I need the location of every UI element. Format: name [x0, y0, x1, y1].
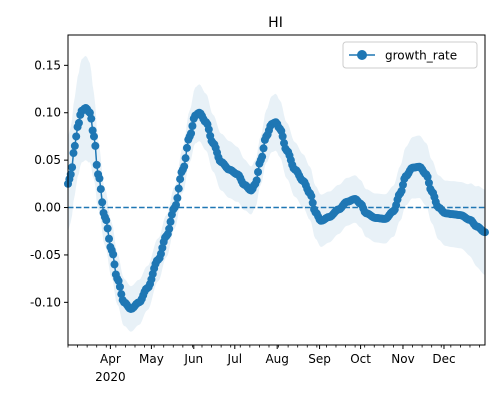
y-tick-label: -0.05	[30, 248, 61, 262]
x-tick-label: Apr	[100, 352, 121, 366]
data-point	[182, 143, 191, 152]
data-point	[91, 141, 100, 150]
data-point	[102, 216, 111, 225]
x-tick-label: Nov	[391, 352, 414, 366]
legend-label: growth_rate	[385, 49, 457, 63]
y-tick-label: 0.00	[34, 201, 61, 215]
legend: growth_rate	[342, 41, 478, 69]
data-point	[180, 162, 189, 171]
data-point	[397, 186, 406, 195]
x-tick-label: Sep	[308, 352, 331, 366]
data-point	[308, 198, 317, 207]
data-point	[70, 141, 79, 150]
data-point	[423, 172, 432, 181]
data-point	[166, 217, 175, 226]
data-point	[188, 122, 197, 131]
data-point	[96, 185, 105, 194]
data-point	[89, 132, 98, 141]
legend-marker-swatch	[357, 50, 367, 60]
data-point	[115, 282, 124, 291]
x-tick-label: Jul	[227, 352, 242, 366]
y-tick-label: 0.10	[34, 106, 61, 120]
data-point	[252, 176, 261, 185]
data-point	[165, 224, 174, 233]
data-point	[258, 152, 267, 161]
y-tick-label: -0.10	[30, 295, 61, 309]
y-tick-label: 0.15	[34, 58, 61, 72]
series-layer	[64, 104, 489, 313]
data-point	[307, 192, 316, 201]
data-point	[69, 149, 78, 158]
data-point	[105, 234, 114, 243]
data-point	[68, 163, 77, 172]
x-tick-label: Oct	[350, 352, 371, 366]
x-tick-label: Dec	[432, 352, 455, 366]
x-year-label: 2020	[95, 370, 126, 384]
data-point	[174, 184, 183, 193]
y-tick-label: 0.05	[34, 153, 61, 167]
data-point	[66, 170, 75, 179]
data-point	[173, 194, 182, 203]
confidence-band-layer	[68, 55, 485, 332]
data-point	[259, 144, 268, 153]
x-tick-label: May	[139, 352, 164, 366]
data-point	[278, 132, 287, 141]
data-point	[109, 250, 118, 259]
data-point	[87, 114, 96, 123]
data-point	[110, 260, 119, 269]
confidence-band	[68, 55, 485, 332]
data-point	[92, 160, 101, 169]
axes-layer: 0.15 0.10 0.05 0.00 -0.05 -0.10 Apr May Jun Jul Au…	[30, 34, 486, 384]
data-point	[254, 167, 263, 176]
plot-frame	[67, 34, 486, 346]
x-tick-label: Jun	[183, 352, 203, 366]
data-point	[103, 224, 112, 233]
legend-frame	[342, 41, 478, 69]
data-point	[176, 175, 185, 184]
data-point	[424, 178, 433, 187]
data-point	[204, 125, 213, 134]
data-point	[74, 118, 83, 127]
data-point	[398, 180, 407, 189]
x-tick-label: Aug	[265, 352, 288, 366]
data-point	[181, 154, 190, 163]
data-point	[187, 129, 196, 138]
data-point	[172, 201, 181, 209]
data-point	[95, 174, 104, 183]
data-point	[98, 198, 107, 207]
chart-title: HI	[268, 15, 283, 31]
data-point	[72, 132, 81, 141]
